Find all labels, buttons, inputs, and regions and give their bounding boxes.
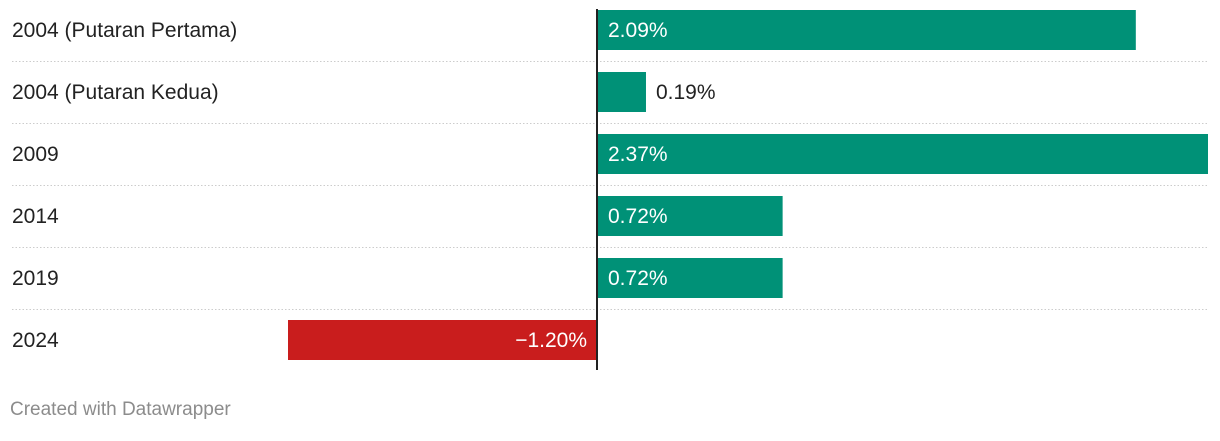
category-label: 2009 (12, 143, 59, 166)
category-label: 2004 (Putaran Kedua) (12, 81, 219, 104)
category-label: 2004 (Putaran Pertama) (12, 19, 237, 42)
value-label: 2.09% (608, 19, 668, 42)
value-label: −1.20% (515, 329, 587, 352)
value-label: 0.72% (608, 205, 668, 228)
value-label: 0.72% (608, 267, 668, 290)
datawrapper-credit: Created with Datawrapper (10, 399, 231, 420)
value-label: 0.19% (656, 81, 716, 104)
bar (597, 72, 646, 112)
value-label: 2.37% (608, 143, 668, 166)
category-label: 2014 (12, 205, 59, 228)
bar (597, 196, 783, 236)
bar (597, 10, 1136, 50)
category-label: 2024 (12, 329, 59, 352)
bar (597, 258, 783, 298)
bar (288, 320, 597, 360)
bar (597, 134, 1208, 174)
category-label: 2019 (12, 267, 59, 290)
